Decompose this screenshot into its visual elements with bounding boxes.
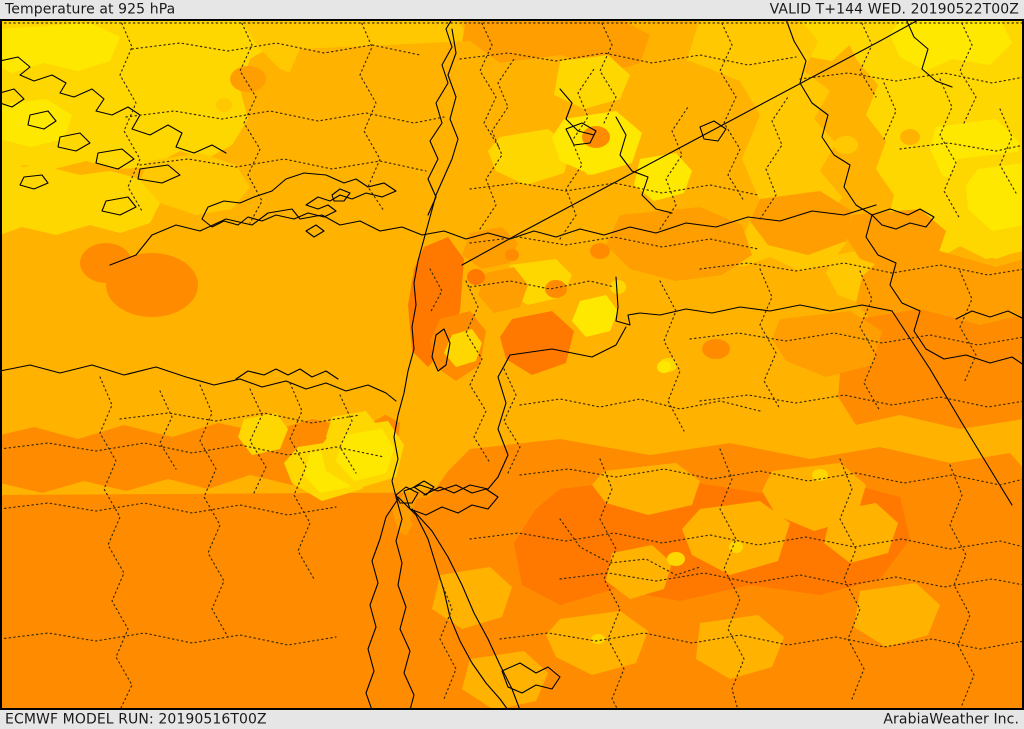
- lake-dead-sea: [431, 328, 451, 372]
- coastline-levant: [391, 28, 459, 498]
- border-iraq-iran: [785, 19, 953, 360]
- model-run-label: ECMWF MODEL RUN: 20190516T00Z: [5, 711, 267, 727]
- map-frame-border: [0, 19, 1024, 710]
- band-yellow-pockets-levant: [444, 129, 618, 367]
- admin-boundaries-iran: [883, 78, 1024, 220]
- band-orange-gulf: [772, 251, 1024, 429]
- provider-label: ArabiaWeather Inc.: [883, 711, 1019, 727]
- admin-boundaries-jordan: [429, 268, 761, 474]
- coastline-cyprus: [201, 172, 397, 238]
- temperature-field-svg: [0, 19, 1024, 710]
- border-jordan-iraq-saudi: [423, 19, 1013, 506]
- header-bar: Temperature at 925 hPa VALID T+144 WED. …: [0, 0, 1024, 19]
- band-amber-egypt: [0, 329, 396, 439]
- valid-time-label: VALID T+144 WED. 20190522T00Z: [769, 1, 1019, 17]
- band-yellow-far-east: [940, 151, 1024, 259]
- admin-boundaries-syria: [469, 58, 789, 250]
- footer-bar: ECMWF MODEL RUN: 20190516T00Z ArabiaWeat…: [0, 710, 1024, 729]
- coastline-egypt-north: [0, 364, 397, 402]
- admin-boundaries-saudi: [439, 448, 1024, 710]
- river-euphrates: [559, 88, 673, 214]
- admin-boundaries-egypt: [0, 376, 385, 710]
- admin-boundaries-iraq: [659, 262, 1024, 432]
- coastline-persian-gulf: [943, 310, 1024, 366]
- coastline-turkey-inland: [427, 19, 453, 216]
- admin-boundaries-turkey: [0, 19, 1024, 224]
- band-orange-speckles: [80, 66, 920, 359]
- map-title: Temperature at 925 hPa: [5, 1, 176, 17]
- coastline-aegean: [0, 56, 227, 216]
- temperature-map-canvas[interactable]: [0, 19, 1024, 710]
- coastline-arabia-west: [411, 508, 561, 710]
- coastline-red-sea: [365, 480, 509, 710]
- coastline-turkey-south: [109, 204, 877, 266]
